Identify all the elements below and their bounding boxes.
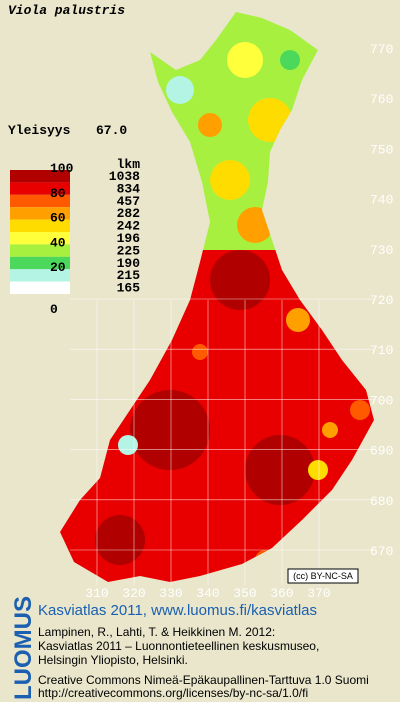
legend-count: 215 (117, 268, 141, 283)
legend-scale-label: 60 (50, 211, 66, 226)
legend-scale-label: 100 (50, 161, 74, 176)
legend-count: 196 (117, 231, 141, 246)
legend-count: 1038 (109, 169, 140, 184)
northing-label: 740 (370, 193, 393, 208)
northing-label: 770 (370, 42, 393, 57)
badge-text: (cc) BY-NC-SA (293, 571, 353, 581)
legend-scale-label: 20 (50, 260, 66, 275)
legend-swatch (10, 207, 70, 220)
legend-swatch (10, 232, 70, 245)
legend-count: 457 (117, 194, 140, 209)
legend-count: 165 (117, 281, 141, 296)
easting-label: 360 (270, 586, 293, 601)
legend-swatch (10, 194, 70, 208)
northing-label: 760 (370, 92, 393, 107)
easting-label: 310 (85, 586, 108, 601)
license-line: http://creativecommons.org/licenses/by-n… (38, 686, 308, 700)
northing-label: 690 (370, 444, 393, 459)
legend-swatch (10, 219, 70, 232)
legend-scale-label: 80 (50, 186, 66, 201)
license-line: Creative Commons Nimeä-Epäkaupallinen-Ta… (38, 673, 369, 687)
northing-label: 720 (370, 293, 393, 308)
count-header: lkm (117, 157, 141, 172)
citation-line: Lampinen, R., Lahti, T. & Heikkinen M. 2… (38, 625, 275, 639)
legend-count: 282 (117, 206, 141, 221)
northing-label: 700 (370, 393, 393, 408)
distribution-map (60, 12, 374, 582)
frequency-label: Yleisyys (8, 123, 71, 138)
footer-text: Lampinen, R., Lahti, T. & Heikkinen M. 2… (38, 625, 369, 700)
legend-swatch (10, 269, 70, 282)
frequency-value: 67.0 (96, 123, 127, 138)
citation-line: Helsingin Yliopisto, Helsinki. (38, 653, 188, 667)
legend-scale-label: 0 (50, 302, 58, 317)
footer-headline: Kasviatlas 2011, www.luomus.fi/kasviatla… (38, 602, 317, 619)
easting-label: 370 (307, 586, 330, 601)
legend-count: 225 (117, 243, 141, 258)
legend-count: 242 (117, 219, 141, 234)
easting-label: 330 (159, 586, 182, 601)
logo: LUOMUS (10, 596, 37, 700)
legend-scale-label: 40 (50, 235, 66, 250)
legend-count: 834 (117, 181, 141, 196)
legend-swatch (10, 256, 70, 270)
grid (70, 298, 375, 585)
northing-label: 710 (370, 343, 393, 358)
legend-swatch (10, 170, 70, 183)
northing-label: 730 (370, 243, 393, 258)
northing-label: 670 (370, 544, 393, 559)
easting-label: 350 (233, 586, 256, 601)
northing-label: 680 (370, 494, 393, 509)
easting-label: 340 (196, 586, 219, 601)
legend-count: 190 (117, 256, 141, 271)
northing-label: 750 (370, 142, 393, 157)
legend-swatch (10, 281, 70, 294)
license-badge: (cc) BY-NC-SA (287, 568, 359, 584)
title: Viola palustris (8, 3, 125, 18)
legend-swatch (10, 244, 70, 257)
legend-swatch (10, 182, 70, 195)
easting-label: 320 (122, 586, 145, 601)
citation-line: Kasviatlas 2011 – Luonnontieteellinen ke… (38, 639, 319, 653)
